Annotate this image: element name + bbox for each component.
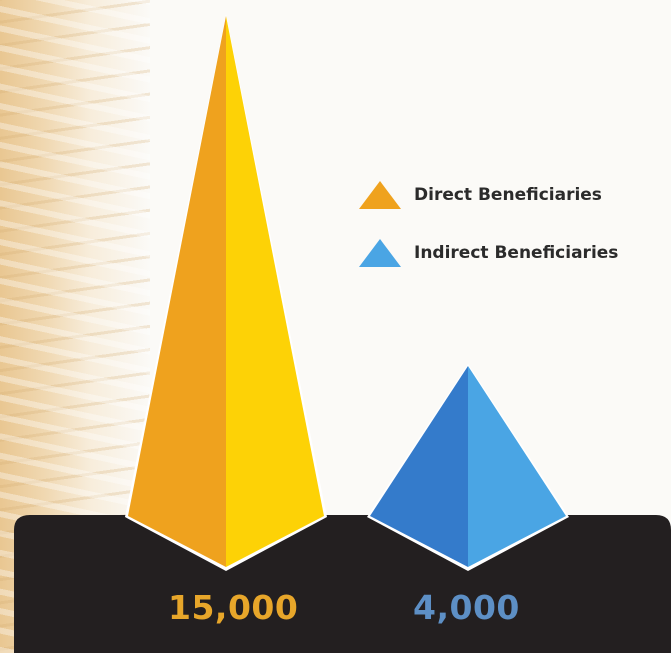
chart-base-band [14,515,671,653]
orange-triangle-icon [359,181,401,209]
legend-item-indirect: Indirect Beneficiaries [358,238,618,268]
blue-triangle-icon [359,239,401,267]
pyramid-right-face-1 [468,366,566,567]
value-label-direct: 15,000 [168,588,299,627]
pyramid-left-face-0 [128,16,226,567]
legend-label-direct: Direct Beneficiaries [414,185,602,205]
value-label-indirect: 4,000 [413,588,520,627]
legend-item-direct: Direct Beneficiaries [358,180,602,210]
pyramid-right-face-0 [226,16,324,567]
pyramid-left-face-1 [370,366,468,567]
legend-label-indirect: Indirect Beneficiaries [414,243,619,263]
